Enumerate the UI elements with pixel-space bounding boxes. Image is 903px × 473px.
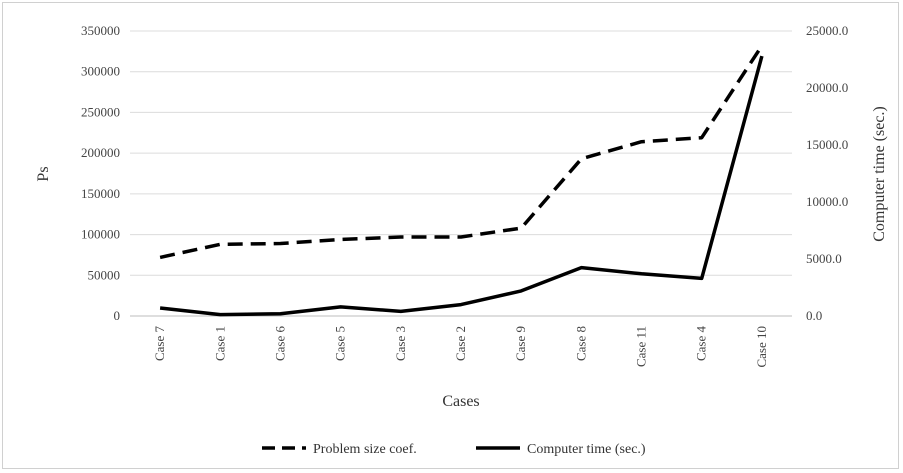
y-left-tick-label: 150000 bbox=[81, 186, 120, 201]
series-lines bbox=[159, 44, 764, 317]
y-left-tick-label: 300000 bbox=[81, 64, 120, 79]
y-axis-right-title: Computer time (sec.) bbox=[871, 106, 888, 242]
y-right-tick-label: 5000.0 bbox=[806, 251, 842, 266]
left-axis-ticks: 0 50000 100000 150000 200000 250000 300000 3500… bbox=[81, 23, 120, 323]
x-tick-label: Case 6 bbox=[272, 326, 287, 362]
x-tick-label: Case 4 bbox=[694, 326, 709, 362]
x-axis-ticks: Case 7 Case 1 Case 6 Case 5 Case 3 Case 2 Case… bbox=[152, 326, 769, 368]
x-tick-label: Case 7 bbox=[152, 326, 167, 362]
series-line-computer-time bbox=[159, 55, 764, 317]
y-right-tick-label: 10000.0 bbox=[806, 194, 848, 209]
y-left-tick-label: 350000 bbox=[81, 23, 120, 38]
y-left-tick-label: 100000 bbox=[81, 227, 120, 242]
x-tick-label: Case 3 bbox=[393, 326, 408, 361]
x-tick-label: Case 2 bbox=[453, 326, 468, 361]
y-right-tick-label: 20000.0 bbox=[806, 80, 848, 95]
y-right-tick-label: 25000.0 bbox=[806, 23, 848, 38]
y-left-tick-label: 200000 bbox=[81, 145, 120, 160]
x-axis-title: Cases bbox=[442, 393, 479, 410]
legend-label-computer-time: Computer time (sec.) bbox=[527, 442, 646, 457]
y-right-tick-label: 0.0 bbox=[806, 308, 822, 323]
y-right-tick-label: 15000.0 bbox=[806, 137, 848, 152]
x-tick-label: Case 5 bbox=[333, 326, 348, 361]
x-tick-label: Case 1 bbox=[212, 326, 227, 361]
y-left-tick-label: 50000 bbox=[88, 267, 121, 282]
x-tick-label: Case 10 bbox=[754, 326, 769, 368]
series-line-problem-size bbox=[159, 44, 764, 260]
legend-label-problem-size: Problem size coef. bbox=[313, 442, 417, 457]
legend: Problem size coef. Computer time (sec.) bbox=[262, 442, 646, 457]
x-tick-label: Case 11 bbox=[634, 326, 649, 367]
x-tick-label: Case 8 bbox=[573, 326, 588, 361]
y-left-tick-label: 250000 bbox=[81, 104, 120, 119]
y-axis-left-title: Ps bbox=[35, 166, 52, 181]
y-left-tick-label: 0 bbox=[114, 308, 121, 323]
gridlines bbox=[130, 30, 792, 317]
right-axis-ticks: 0.0 5000.0 10000.0 15000.0 20000.0 25000.0 bbox=[806, 23, 848, 323]
x-tick-label: Case 9 bbox=[513, 326, 528, 361]
